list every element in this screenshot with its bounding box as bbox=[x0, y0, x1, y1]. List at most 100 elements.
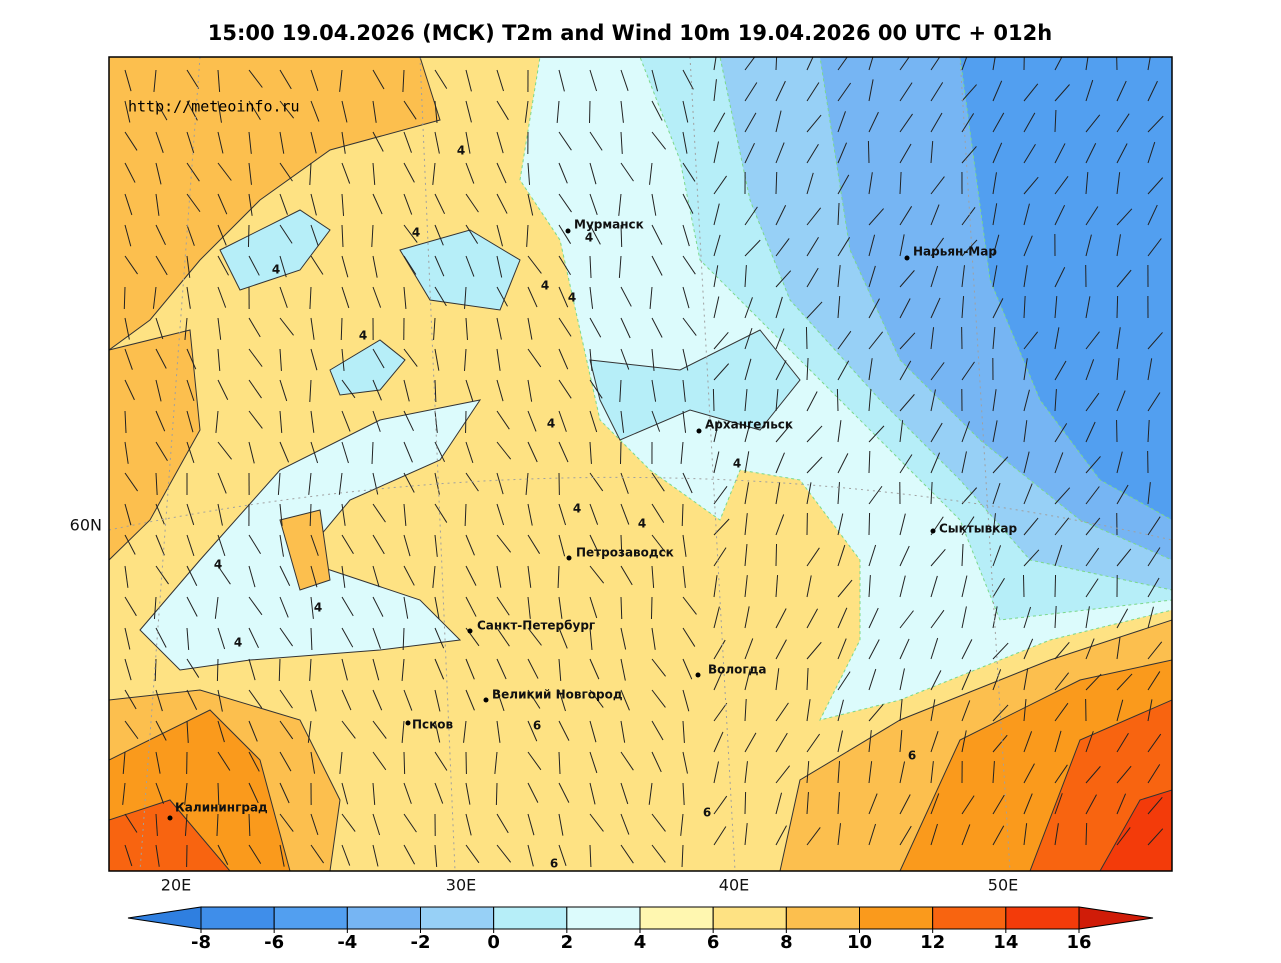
wind-barb bbox=[930, 265, 939, 288]
wind-barb bbox=[1054, 423, 1068, 443]
region-cool-scand bbox=[219, 209, 331, 291]
wind-barb bbox=[868, 111, 879, 133]
wind-barb bbox=[124, 100, 131, 123]
colorbar-segment bbox=[712, 906, 787, 930]
wind-barb bbox=[341, 782, 349, 805]
wind-barb bbox=[155, 441, 168, 462]
wind-barb bbox=[992, 761, 995, 784]
wind-barb bbox=[372, 348, 385, 369]
wind-barb bbox=[372, 720, 387, 739]
wind-barb bbox=[434, 751, 448, 771]
wind-barb bbox=[1147, 641, 1163, 660]
wind-barb bbox=[434, 658, 445, 680]
wind-barb bbox=[217, 844, 229, 865]
wind-barb bbox=[1054, 487, 1071, 505]
wind-barb bbox=[992, 577, 1005, 598]
wind-barb bbox=[465, 441, 474, 464]
wind-barb bbox=[217, 131, 224, 154]
wind-barb bbox=[961, 146, 977, 164]
wind-barb bbox=[1147, 358, 1153, 381]
wind-barb bbox=[837, 360, 850, 381]
colorbar-tick-label: -8 bbox=[191, 932, 211, 953]
wind-barb bbox=[155, 751, 161, 774]
wind-barb bbox=[837, 111, 846, 133]
wind-barb bbox=[217, 317, 222, 340]
wind-barb bbox=[186, 224, 195, 246]
wind-barb bbox=[1116, 673, 1133, 691]
wind-barb bbox=[496, 410, 510, 430]
wind-barb bbox=[279, 193, 288, 215]
wind-barb bbox=[682, 658, 693, 680]
wind-barb bbox=[558, 348, 569, 370]
wind-barb bbox=[651, 69, 659, 92]
wind-barb bbox=[930, 327, 935, 350]
wind-barb bbox=[496, 69, 504, 92]
wind-barb bbox=[1054, 109, 1057, 133]
wind-barb bbox=[1023, 517, 1039, 536]
wind-barb bbox=[465, 689, 475, 711]
wind-barb bbox=[651, 224, 663, 245]
wind-barb bbox=[1054, 544, 1063, 567]
wind-barb bbox=[527, 317, 533, 340]
wind-barb bbox=[837, 82, 852, 102]
wind-barb bbox=[682, 410, 687, 433]
wind-barb bbox=[806, 641, 822, 660]
wind-barb bbox=[589, 286, 594, 309]
wind-barb bbox=[434, 720, 441, 743]
wind-barb bbox=[899, 82, 913, 102]
wind-barb bbox=[124, 720, 139, 740]
wind-barb bbox=[713, 639, 726, 660]
wind-barb bbox=[620, 565, 633, 586]
wind-barb bbox=[432, 565, 436, 588]
wind-barb bbox=[217, 534, 226, 557]
wind-barb bbox=[651, 813, 666, 832]
wind-barb bbox=[961, 487, 978, 505]
wind-barb bbox=[930, 482, 933, 505]
region-hottest-se bbox=[1099, 789, 1172, 871]
wind-barb bbox=[434, 410, 438, 433]
wind-barb bbox=[341, 813, 356, 832]
wind-barb bbox=[403, 379, 410, 402]
wind-barb bbox=[806, 761, 810, 784]
wind-barb bbox=[372, 131, 384, 152]
wind-barb bbox=[1054, 57, 1063, 71]
wind-barb bbox=[961, 207, 976, 226]
wind-barb bbox=[248, 162, 252, 185]
wind-barb bbox=[961, 239, 978, 257]
contour-label: 4 bbox=[359, 329, 367, 343]
wind-barb bbox=[899, 730, 903, 753]
wind-barb bbox=[338, 472, 343, 495]
wind-barb bbox=[1147, 57, 1151, 71]
wind-barb bbox=[341, 596, 354, 617]
wind-barb bbox=[527, 751, 542, 771]
wind-barb bbox=[279, 534, 284, 557]
wind-barb bbox=[992, 669, 1002, 691]
wind-barb bbox=[1054, 574, 1057, 598]
wind-barb bbox=[217, 286, 227, 308]
wind-barb bbox=[465, 844, 480, 864]
wind-barb bbox=[527, 410, 537, 432]
wind-barb bbox=[403, 503, 407, 526]
wind-barb bbox=[1023, 668, 1029, 691]
wind-barb bbox=[589, 751, 598, 774]
wind-barb bbox=[248, 410, 263, 429]
contour-label: 4 bbox=[733, 457, 741, 471]
region-coldest-ne bbox=[959, 57, 1172, 521]
wind-barb bbox=[155, 379, 162, 402]
wind-barb bbox=[775, 110, 782, 133]
wind-barb bbox=[806, 236, 819, 257]
wind-barb bbox=[930, 699, 936, 722]
wind-barb bbox=[961, 84, 977, 102]
colorbar-tick-label: 14 bbox=[993, 932, 1018, 953]
wind-barb bbox=[372, 596, 384, 617]
wind-barb bbox=[961, 575, 968, 598]
wind-barb bbox=[341, 565, 346, 588]
wind-barb bbox=[961, 730, 967, 753]
wind-barb bbox=[868, 639, 880, 660]
wind-barb bbox=[372, 255, 378, 278]
wind-barb bbox=[992, 142, 1003, 164]
colorbar-segment bbox=[785, 906, 860, 930]
wind-barb bbox=[930, 793, 940, 815]
wind-barb bbox=[341, 224, 344, 248]
wind-barb bbox=[837, 513, 844, 536]
